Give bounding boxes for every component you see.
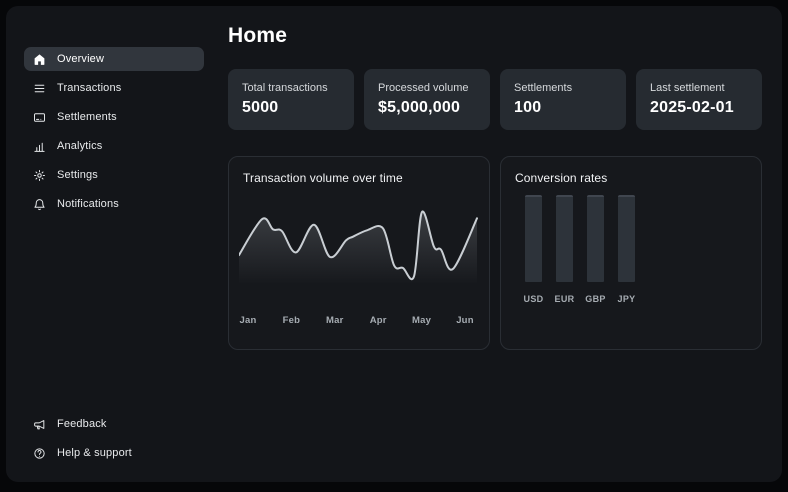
stat-value: 5000: [242, 99, 279, 116]
sidebar-item-overview[interactable]: Overview: [24, 47, 204, 71]
sidebar: Overview Transactions Settlements Analyt…: [6, 6, 212, 482]
sidebar-item-feedback[interactable]: Feedback: [24, 412, 204, 436]
bar-chart-icon: [32, 139, 46, 153]
line-chart-x-axis: Jan Feb Mar Apr May Jun: [234, 315, 479, 326]
sidebar-item-label: Help & support: [57, 447, 132, 459]
main-content: Home Total transactions 5000 Processed v…: [212, 6, 782, 482]
page-title: Home: [228, 24, 288, 47]
bar-column-eur: EUR: [555, 195, 574, 304]
megaphone-icon: [32, 417, 46, 431]
sidebar-item-label: Overview: [57, 53, 105, 65]
bell-icon: [32, 197, 46, 211]
sidebar-item-label: Feedback: [57, 418, 107, 430]
stat-card-settlements: Settlements 100: [500, 69, 626, 130]
line-chart-stroke: [239, 210, 478, 281]
sidebar-item-notifications[interactable]: Notifications: [24, 192, 204, 216]
line-chart-area-fill: [239, 211, 477, 293]
sidebar-item-label: Analytics: [57, 140, 103, 152]
bar-category-label: USD: [523, 294, 544, 304]
bar: [525, 195, 542, 282]
bar-chart-title: Conversion rates: [515, 171, 608, 185]
help-circle-icon: [32, 446, 46, 460]
sidebar-item-label: Settlements: [57, 111, 117, 123]
sidebar-item-label: Notifications: [57, 198, 119, 210]
bar: [618, 195, 635, 282]
x-axis-label: Mar: [326, 315, 344, 326]
bar-column-jpy: JPY: [618, 195, 635, 304]
line-chart-card: Transaction volume over time Jan Feb Mar Ap…: [228, 156, 490, 350]
bar: [556, 195, 573, 282]
stat-label: Settlements: [514, 82, 573, 94]
sidebar-item-settlements[interactable]: Settlements: [24, 105, 204, 129]
bar-column-usd: USD: [524, 195, 543, 304]
stats-row: Total transactions 5000 Processed volume…: [228, 69, 762, 130]
sidebar-item-help-support[interactable]: Help & support: [24, 441, 204, 465]
sidebar-item-transactions[interactable]: Transactions: [24, 76, 204, 100]
bar-category-label: EUR: [554, 294, 575, 304]
bar-chart-card: Conversion rates USD EUR GBP JPY: [500, 156, 762, 350]
stat-label: Total transactions: [242, 82, 328, 94]
stat-value: $5,000,000: [378, 99, 461, 116]
sidebar-footer: Feedback Help & support: [6, 412, 212, 482]
charts-row: Transaction volume over time Jan Feb Mar Ap…: [228, 156, 762, 350]
sidebar-item-label: Transactions: [57, 82, 122, 94]
bar: [587, 195, 604, 282]
stat-card-total-transactions: Total transactions 5000: [228, 69, 354, 130]
home-icon: [32, 52, 46, 66]
gear-icon: [32, 168, 46, 182]
stat-value: 2025-02-01: [650, 99, 734, 116]
line-chart-title: Transaction volume over time: [243, 171, 403, 185]
stat-label: Last settlement: [650, 82, 725, 94]
bar-category-label: JPY: [617, 294, 636, 304]
credit-card-icon: [32, 110, 46, 124]
list-icon: [32, 81, 46, 95]
conversion-rates-bar-chart: USD EUR GBP JPY: [524, 195, 747, 304]
x-axis-label: May: [412, 315, 432, 326]
transaction-volume-line-chart: [239, 210, 478, 293]
x-axis-label: Jan: [239, 315, 257, 326]
sidebar-item-settings[interactable]: Settings: [24, 163, 204, 187]
sidebar-nav: Overview Transactions Settlements Analyt…: [6, 47, 212, 221]
app-window: Overview Transactions Settlements Analyt…: [6, 6, 782, 482]
stat-value: 100: [514, 99, 542, 116]
x-axis-label: Jun: [456, 315, 474, 326]
x-axis-label: Apr: [369, 315, 387, 326]
stat-card-processed-volume: Processed volume $5,000,000: [364, 69, 490, 130]
sidebar-item-label: Settings: [57, 169, 98, 181]
stat-label: Processed volume: [378, 82, 469, 94]
bar-column-gbp: GBP: [585, 195, 605, 304]
bar-category-label: GBP: [585, 294, 606, 304]
stat-card-last-settlement: Last settlement 2025-02-01: [636, 69, 762, 130]
x-axis-label: Feb: [282, 315, 301, 326]
sidebar-item-analytics[interactable]: Analytics: [24, 134, 204, 158]
